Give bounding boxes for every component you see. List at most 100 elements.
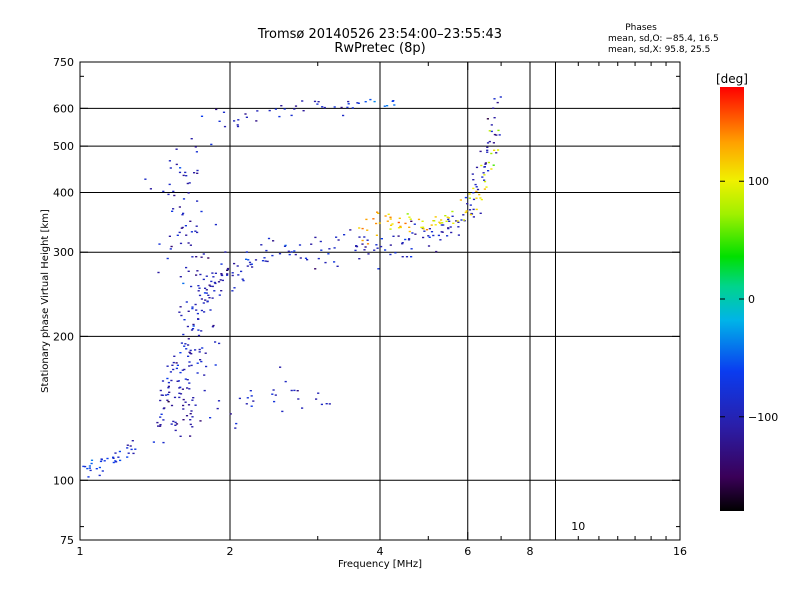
data-point xyxy=(475,186,478,188)
data-point xyxy=(464,211,467,214)
data-point xyxy=(487,161,490,164)
data-point xyxy=(468,193,471,195)
data-point xyxy=(423,230,426,232)
data-point xyxy=(213,290,216,292)
data-point xyxy=(245,251,248,253)
data-point xyxy=(354,249,357,252)
data-point xyxy=(220,274,223,276)
data-point xyxy=(457,226,460,228)
data-point xyxy=(333,247,336,249)
data-point xyxy=(401,243,404,245)
data-point xyxy=(447,218,450,221)
data-point xyxy=(245,258,248,260)
data-point xyxy=(460,219,463,221)
data-point xyxy=(217,400,221,402)
data-point xyxy=(202,302,205,304)
data-point xyxy=(178,231,181,234)
data-point xyxy=(236,265,239,267)
data-point xyxy=(200,360,203,363)
data-point xyxy=(190,138,193,140)
data-point xyxy=(192,323,195,326)
data-point xyxy=(479,197,482,199)
data-point xyxy=(178,171,182,174)
data-point xyxy=(197,329,200,331)
data-point xyxy=(266,260,269,263)
data-point xyxy=(457,234,460,236)
data-point xyxy=(437,234,440,237)
data-point xyxy=(265,249,268,252)
data-point xyxy=(486,118,489,120)
data-point xyxy=(428,228,431,230)
data-point xyxy=(160,413,163,415)
data-point xyxy=(231,274,234,277)
data-point xyxy=(355,245,359,248)
data-point xyxy=(479,212,482,214)
data-point xyxy=(179,276,182,278)
data-point xyxy=(233,262,236,265)
data-point xyxy=(472,198,476,201)
data-point xyxy=(173,355,176,357)
data-point xyxy=(163,407,166,409)
data-point xyxy=(183,368,186,371)
data-point xyxy=(170,379,173,382)
colorbar-ticks: 100 0 −100 xyxy=(720,175,778,424)
data-point xyxy=(347,100,350,103)
data-point xyxy=(373,100,376,103)
data-point xyxy=(188,388,191,390)
data-point xyxy=(185,348,188,350)
data-point xyxy=(408,226,411,228)
data-point xyxy=(358,227,361,229)
data-point xyxy=(157,271,160,274)
data-point xyxy=(440,219,443,221)
data-point xyxy=(492,142,495,144)
data-point xyxy=(323,106,326,109)
data-point xyxy=(401,256,404,258)
data-point xyxy=(179,167,182,169)
data-point xyxy=(320,249,323,251)
data-point xyxy=(290,251,293,253)
data-point xyxy=(459,199,462,201)
data-point xyxy=(408,216,411,218)
data-point xyxy=(98,466,101,469)
data-point xyxy=(386,220,389,222)
data-point xyxy=(475,166,479,169)
data-point xyxy=(306,259,309,261)
data-point xyxy=(235,422,238,425)
data-point xyxy=(304,257,308,259)
data-point xyxy=(181,369,184,371)
data-point xyxy=(182,212,185,215)
data-point xyxy=(310,243,313,245)
x-tick-label: 2 xyxy=(227,545,234,558)
data-point xyxy=(328,403,331,405)
data-point xyxy=(159,425,162,427)
data-point xyxy=(220,263,223,265)
data-point xyxy=(366,243,370,245)
data-point xyxy=(448,220,451,222)
data-point xyxy=(496,101,499,104)
data-point xyxy=(182,398,185,401)
data-point xyxy=(493,98,496,100)
data-point xyxy=(242,279,245,282)
data-point xyxy=(299,257,302,259)
data-point xyxy=(251,266,254,268)
data-point xyxy=(237,274,240,276)
data-point xyxy=(187,338,190,340)
data-point xyxy=(404,222,407,225)
data-point xyxy=(187,270,190,272)
data-point xyxy=(290,389,293,392)
data-point xyxy=(189,413,192,415)
data-point xyxy=(442,224,445,226)
data-point xyxy=(328,248,331,250)
data-point xyxy=(274,108,277,110)
data-point xyxy=(184,378,187,380)
data-point xyxy=(405,256,409,258)
data-point xyxy=(182,419,185,421)
data-point xyxy=(186,379,189,381)
data-point xyxy=(196,200,199,202)
data-point xyxy=(252,400,255,402)
data-point xyxy=(278,253,282,255)
data-point xyxy=(493,133,496,136)
data-point xyxy=(185,175,188,177)
data-point xyxy=(222,111,226,113)
